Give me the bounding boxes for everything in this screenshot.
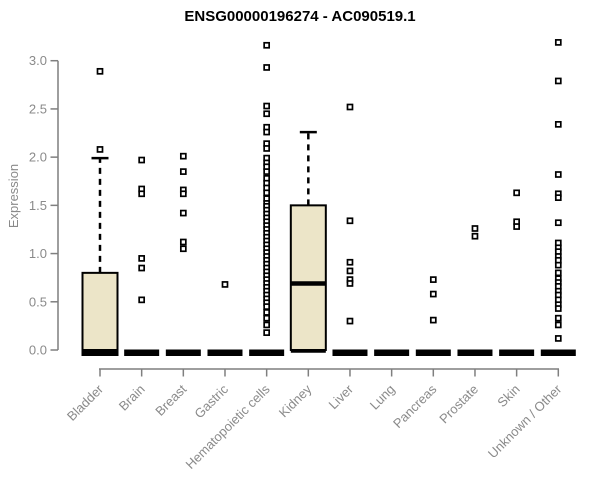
y-tick-label: 3.0 [29, 53, 47, 68]
outlier-point [554, 121, 562, 128]
outlier-point [554, 305, 562, 312]
y-tick-label: 0.0 [29, 343, 47, 358]
outlier-point [263, 41, 271, 49]
x-category-label: Kidney [276, 381, 315, 420]
outlier-point [471, 225, 479, 232]
zero-box-bar [249, 349, 285, 356]
y-tick-label: 2.0 [29, 150, 47, 165]
outlier-point [346, 280, 354, 287]
outlier-point [138, 190, 146, 198]
outlier-point [221, 281, 229, 288]
zero-box-bar [499, 349, 535, 356]
outlier-point [179, 238, 187, 246]
outlier-point [554, 194, 562, 201]
outlier-point [138, 255, 146, 262]
x-category-label: Liver [326, 381, 357, 412]
outlier-point [554, 171, 562, 178]
x-category-label: Lung [367, 382, 398, 413]
outlier-point [263, 168, 271, 175]
zero-box-bar [332, 349, 368, 356]
outlier-point [179, 152, 187, 160]
outlier-point [554, 77, 562, 85]
x-category-label: Bladder [64, 381, 107, 424]
outlier-point [513, 223, 520, 230]
zero-box-bar [540, 349, 576, 356]
outlier-point [346, 103, 354, 111]
zero-box-bar [374, 349, 410, 356]
outlier-point [138, 264, 146, 272]
outlier-point [138, 156, 146, 164]
outlier-point [263, 128, 271, 136]
outlier-point [263, 321, 271, 329]
zero-box-bar [207, 349, 243, 356]
y-tick-label: 1.0 [29, 246, 47, 261]
outlier-point [346, 217, 354, 225]
outlier-point [554, 335, 562, 342]
x-category-label: Brain [116, 382, 148, 414]
outlier-point [429, 290, 437, 298]
median-zero-bar [81, 349, 119, 356]
outlier-point [263, 110, 271, 118]
x-category-label: Unknown / Other [485, 381, 565, 461]
outlier-point [179, 168, 187, 175]
y-tick-label: 2.5 [29, 101, 47, 116]
x-category-label: Gastric [191, 381, 231, 421]
outlier-point [554, 39, 562, 46]
outlier-point [263, 102, 271, 110]
outlier-point [263, 309, 271, 316]
zero-box-bar [457, 349, 493, 356]
outlier-point [554, 219, 562, 227]
outlier-point [263, 64, 271, 71]
outlier-point [554, 314, 562, 322]
outlier-point [263, 145, 271, 152]
x-category-label: Breast [152, 381, 189, 418]
zero-box-bar [415, 349, 451, 356]
outlier-point [138, 296, 146, 304]
outlier-point [471, 232, 479, 240]
outlier-point [179, 190, 187, 198]
x-category-label: Skin [494, 382, 522, 410]
outlier-point [346, 267, 354, 275]
outlier-point [263, 189, 271, 197]
x-category-label: Prostate [436, 382, 481, 427]
outlier-point [554, 321, 562, 329]
zero-box-bar [124, 349, 160, 356]
outlier-point [554, 261, 562, 269]
box-kidney [289, 204, 327, 351]
y-tick-label: 0.5 [29, 294, 47, 309]
outlier-point [263, 329, 271, 336]
outlier-point [96, 146, 104, 153]
outlier-point [96, 67, 104, 75]
outlier-point [429, 276, 437, 283]
outlier-point [263, 303, 271, 310]
outlier-point [346, 258, 354, 266]
outlier-point [346, 317, 354, 325]
x-category-label: Pancreas [390, 381, 440, 431]
box-bladder [81, 271, 119, 351]
outlier-point [429, 316, 437, 324]
chart-title: ENSG00000196274 - AC090519.1 [184, 8, 416, 25]
outlier-point [263, 314, 271, 322]
outlier-point [179, 209, 187, 217]
zero-box-bar [165, 349, 201, 356]
outlier-point [554, 269, 562, 277]
outlier-point [179, 245, 187, 253]
y-tick-label: 1.5 [29, 198, 47, 213]
outlier-point [513, 189, 520, 197]
